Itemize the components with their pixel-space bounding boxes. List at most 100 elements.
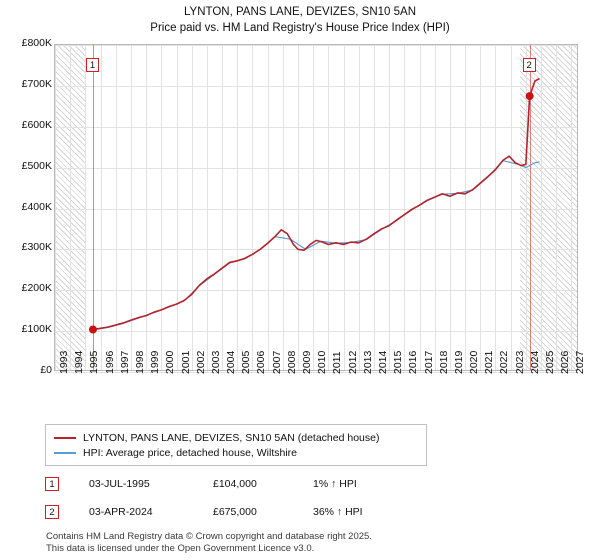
gridline-horizontal	[55, 85, 577, 87]
y-tick-label: £300K	[21, 241, 52, 254]
legend-item: LYNTON, PANS LANE, DEVIZES, SN10 5AN (de…	[54, 430, 418, 445]
gridline-vertical	[343, 45, 345, 370]
x-tick-label: 1995	[88, 350, 101, 374]
legend-label-hpi: HPI: Average price, detached house, Wilt…	[83, 446, 298, 459]
x-tick-label: 2006	[255, 350, 268, 374]
sale-marker-line	[92, 45, 94, 370]
legend-label-property: LYNTON, PANS LANE, DEVIZES, SN10 5AN (de…	[83, 431, 380, 444]
sale-hpi-delta: 1% ↑ HPI	[313, 478, 357, 490]
gridline-horizontal	[55, 249, 577, 251]
x-tick-label: 1996	[103, 350, 116, 374]
gridline-vertical	[267, 45, 269, 370]
gridline-horizontal	[55, 45, 577, 46]
legend-item: HPI: Average price, detached house, Wilt…	[54, 445, 418, 460]
x-tick-label: 2012	[346, 350, 359, 374]
plot-area	[54, 44, 578, 373]
gridline-vertical	[85, 45, 87, 370]
x-tick-label: 2002	[194, 350, 207, 374]
gridline-vertical	[161, 45, 163, 370]
x-tick-label: 2023	[513, 350, 526, 374]
x-tick-label: 2004	[225, 350, 238, 374]
sale-row: 1 03-JUL-1995 £104,000 1% ↑ HPI	[45, 476, 465, 494]
x-tick-label: 2005	[240, 350, 253, 374]
legend-swatch-hpi	[54, 451, 76, 454]
gridline-vertical	[525, 45, 527, 370]
sale-date: 03-JUL-1995	[89, 478, 150, 490]
legend: LYNTON, PANS LANE, DEVIZES, SN10 5AN (de…	[45, 424, 427, 466]
sale-date: 03-APR-2024	[89, 506, 153, 518]
gridline-vertical	[495, 45, 497, 370]
y-tick-label: £500K	[21, 159, 52, 172]
footer-line-1: Contains HM Land Registry data © Crown c…	[46, 531, 372, 542]
callout-badge: 2	[522, 58, 536, 72]
x-tick-label: 2020	[468, 350, 481, 374]
x-tick-label: 2014	[376, 350, 389, 374]
x-tick-label: 2016	[407, 350, 420, 374]
gridline-vertical	[146, 45, 148, 370]
x-tick-label: 2024	[528, 350, 541, 374]
gridline-horizontal	[55, 167, 577, 169]
x-tick-label: 2019	[452, 350, 465, 374]
x-tick-label: 2025	[544, 350, 557, 374]
gridline-vertical	[419, 45, 421, 370]
x-tick-label: 2008	[285, 350, 298, 374]
x-tick-label: 2026	[559, 350, 572, 374]
gridline-vertical	[434, 45, 436, 370]
gridline-vertical	[115, 45, 117, 370]
x-tick-label: 1993	[58, 350, 70, 374]
gridline-horizontal	[55, 372, 577, 373]
gridline-vertical	[328, 45, 330, 370]
callout-badge: 1	[85, 58, 99, 72]
x-tick-label: 2000	[164, 350, 177, 374]
sale-point-marker	[525, 92, 534, 101]
y-tick-label: £0	[40, 364, 52, 376]
y-tick-label: £800K	[21, 37, 52, 49]
series-line-property	[92, 77, 540, 331]
x-tick-label: 1999	[149, 350, 162, 374]
sale-hpi-delta: 36% ↑ HPI	[313, 506, 363, 518]
footer-line-2: This data is licensed under the Open Gov…	[46, 543, 315, 554]
x-tick-label: 2027	[574, 350, 587, 374]
gridline-vertical	[191, 45, 193, 370]
gridline-vertical	[55, 45, 56, 370]
x-tick-label: 2013	[361, 350, 374, 374]
gridline-horizontal	[55, 208, 577, 210]
x-tick-label: 1997	[118, 350, 131, 374]
legend-swatch-property	[54, 436, 76, 439]
gridline-horizontal	[55, 126, 577, 128]
sale-marker-line	[529, 45, 531, 370]
x-tick-label: 1998	[133, 350, 146, 374]
gridline-vertical	[222, 45, 224, 370]
gridline-vertical	[358, 45, 360, 370]
gridline-vertical	[206, 45, 208, 370]
sale-index-badge: 1	[45, 477, 59, 491]
footer: Contains HM Land Registry data © Crown c…	[46, 531, 566, 555]
gridline-vertical	[465, 45, 467, 370]
sale-point-marker	[88, 325, 97, 334]
gridline-vertical	[313, 45, 315, 370]
x-tick-label: 2003	[209, 350, 222, 374]
sale-price: £104,000	[213, 478, 257, 490]
x-tick-label: 2018	[437, 350, 450, 374]
page-subtitle: Price paid vs. HM Land Registry's House …	[150, 22, 450, 34]
gridline-vertical	[541, 45, 543, 370]
x-tick-label: 2017	[422, 350, 435, 374]
gridline-horizontal	[55, 290, 577, 292]
x-tick-label: 1994	[73, 350, 86, 374]
chart-title-block: LYNTON, PANS LANE, DEVIZES, SN10 5AN Pri…	[0, 4, 600, 36]
gridline-vertical	[389, 45, 391, 370]
x-tick-label: 2007	[270, 350, 283, 374]
gridline-vertical	[70, 45, 72, 370]
gridline-vertical	[373, 45, 375, 370]
x-tick-label: 2021	[483, 350, 496, 374]
series-line-hpi	[92, 160, 540, 331]
sale-row: 2 03-APR-2024 £675,000 36% ↑ HPI	[45, 504, 465, 522]
gridline-vertical	[176, 45, 178, 370]
x-tick-label: 2011	[331, 351, 344, 374]
gridline-vertical	[449, 45, 451, 370]
y-tick-label: £700K	[21, 77, 52, 90]
gridline-vertical	[556, 45, 558, 370]
sale-price: £675,000	[213, 506, 257, 518]
sale-index-badge: 2	[45, 505, 59, 519]
